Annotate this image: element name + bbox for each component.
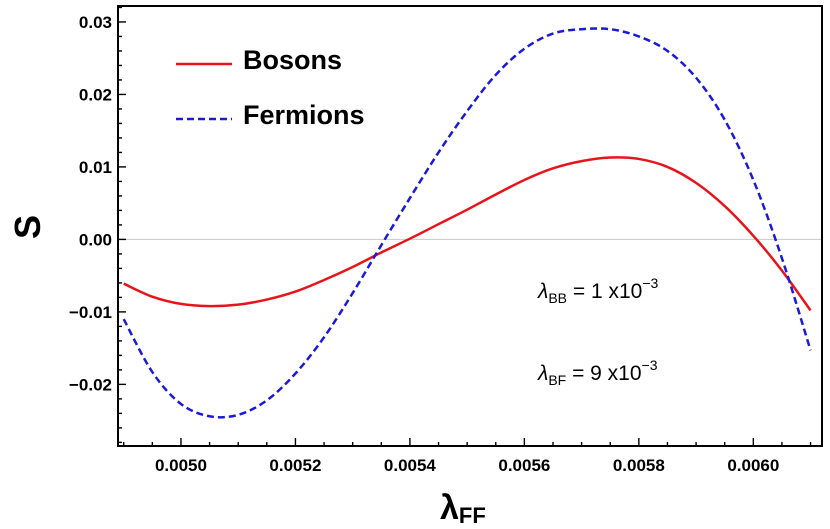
series-line-bosons <box>123 156 812 312</box>
y-tick-label: 0.03 <box>79 13 112 32</box>
x-tick-label: 0.0060 <box>727 456 779 475</box>
ticks-layer: 0.0050 0.0052 0.0054 0.0056 0.0058 0.0060 −0.0… <box>69 6 812 475</box>
annotation-lambda-bf: λBF = 9 x10−3 <box>537 357 658 388</box>
plot-frame <box>117 5 823 447</box>
series-layer <box>122 27 812 419</box>
y-tick-label: −0.01 <box>69 303 112 322</box>
y-tick-label: 0.00 <box>79 230 112 249</box>
x-tick-label: 0.0052 <box>269 456 321 475</box>
x-tick-label: 0.0056 <box>498 456 550 475</box>
legend-label-fermions: Fermions <box>243 100 365 130</box>
legend-label-bosons: Bosons <box>243 45 342 75</box>
y-tick-label: −0.02 <box>69 375 112 394</box>
legend: Bosons Fermions <box>176 45 365 130</box>
x-tick-label: 0.0050 <box>155 456 207 475</box>
x-tick-label: 0.0054 <box>384 456 437 475</box>
y-axis-label: S <box>7 215 48 239</box>
y-tick-label: 0.01 <box>79 158 112 177</box>
annotation-lambda-bb: λBB = 1 x10−3 <box>537 275 659 306</box>
y-tick-label: 0.02 <box>79 85 112 104</box>
x-tick-label: 0.0058 <box>613 456 665 475</box>
x-axis-label: λFF <box>440 489 486 528</box>
